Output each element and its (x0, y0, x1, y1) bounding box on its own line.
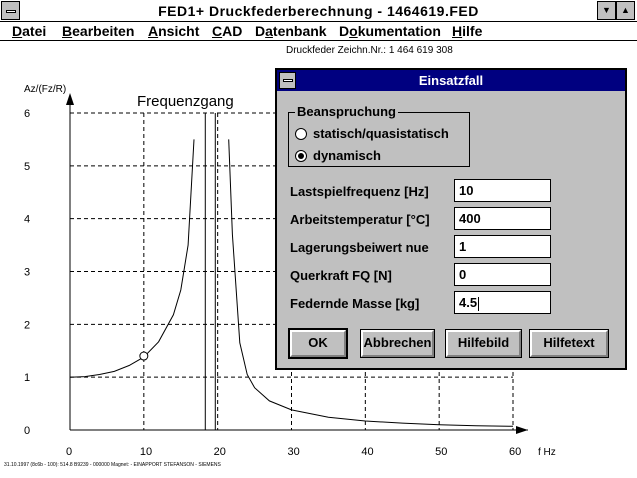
minimize-button[interactable]: ▼ (597, 1, 616, 20)
arbeitstemperatur-input[interactable]: 400 (454, 207, 551, 230)
x-tick-label: 60 (509, 446, 521, 458)
field-label-arbeitstemperatur: Arbeitstemperatur [°C] (290, 212, 430, 227)
lagerungsbeiwert-input[interactable]: 1 (454, 235, 551, 258)
title-bar: FED1+ Druckfederberechnung - 1464619.FED… (0, 0, 637, 22)
federnde-masse-value: 4.5 (459, 295, 478, 310)
menu-hilfe[interactable]: Hilfe (452, 23, 483, 39)
operating-point-marker (139, 351, 149, 361)
y-tick-label: 6 (24, 108, 30, 120)
lastspielfrequenz-input[interactable]: 10 (454, 179, 551, 202)
field-label-lagerungsbeiwert: Lagerungsbeiwert nue (290, 240, 429, 255)
y-axis-arrow (66, 93, 74, 105)
text-cursor (478, 296, 480, 311)
radio-statisch[interactable] (295, 128, 307, 140)
system-menu-icon[interactable] (1, 1, 20, 20)
response-curve (69, 139, 195, 378)
radio-statisch-label[interactable]: statisch/quasistatisch (313, 126, 449, 141)
x-tick-label: 40 (361, 446, 373, 458)
einsatzfall-dialog: Einsatzfall Beanspruchung statisch/quasi… (275, 68, 627, 370)
abbrechen-button[interactable]: Abbrechen (360, 329, 435, 358)
hilfebild-button[interactable]: Hilfebild (445, 329, 522, 358)
y-tick-label: 2 (24, 319, 30, 331)
querkraft-input[interactable]: 0 (454, 263, 551, 286)
x-axis-arrow (516, 426, 528, 434)
x-tick-label: 50 (435, 446, 447, 458)
status-line: 31.10.1997 (8c6b - 100): 514.8 B9239 - 0… (4, 462, 221, 468)
group-label: Beanspruchung (295, 104, 398, 119)
dialog-title: Einsatzfall (277, 70, 625, 91)
chart-axes (66, 93, 528, 434)
ok-button[interactable]: OK (288, 328, 348, 359)
radio-selected-dot (298, 153, 304, 159)
radio-dynamisch-label[interactable]: dynamisch (313, 148, 381, 163)
radio-dynamisch[interactable] (295, 150, 307, 162)
y-tick-label: 5 (24, 161, 30, 173)
field-label-lastspielfrequenz: Lastspielfrequenz [Hz] (290, 184, 429, 199)
menu-datei[interactable]: Datei (12, 23, 47, 39)
window-title: FED1+ Druckfederberechnung - 1464619.FED (158, 3, 479, 19)
menu-datenbank[interactable]: Datenbank (255, 23, 327, 39)
field-label-querkraft: Querkraft FQ [N] (290, 268, 392, 283)
response-curve (228, 139, 514, 427)
menu-bar: Datei Bearbeiten Ansicht CAD Datenbank D… (0, 22, 637, 41)
y-tick-label: 4 (24, 214, 30, 226)
menu-ansicht[interactable]: Ansicht (148, 23, 200, 39)
x-tick-label: 0 (66, 446, 72, 458)
x-axis-label: f Hz (538, 447, 556, 458)
field-label-federnde-masse: Federnde Masse [kg] (290, 296, 420, 311)
y-tick-label: 1 (24, 372, 30, 384)
x-tick-label: 20 (214, 446, 226, 458)
drawing-header: Druckfeder Zeichn.Nr.: 1 464 619 308 (286, 45, 453, 56)
menu-cad[interactable]: CAD (212, 23, 243, 39)
maximize-button[interactable]: ▲ (616, 1, 635, 20)
hilfetext-button[interactable]: Hilfetext (529, 329, 609, 358)
menu-dokumentation[interactable]: Dokumentation (339, 23, 441, 39)
chart-curves (69, 139, 514, 427)
chart-title: Frequenzgang (137, 93, 234, 110)
x-tick-label: 30 (288, 446, 300, 458)
federnde-masse-input[interactable]: 4.5 (454, 291, 551, 314)
y-tick-label: 3 (24, 267, 30, 279)
dialog-system-menu-icon[interactable] (279, 72, 296, 89)
menu-bearbeiten[interactable]: Bearbeiten (62, 23, 135, 39)
y-axis-label: Az/(Fz/R) (24, 84, 66, 95)
x-tick-label: 10 (140, 446, 152, 458)
y-tick-label: 0 (24, 425, 30, 437)
